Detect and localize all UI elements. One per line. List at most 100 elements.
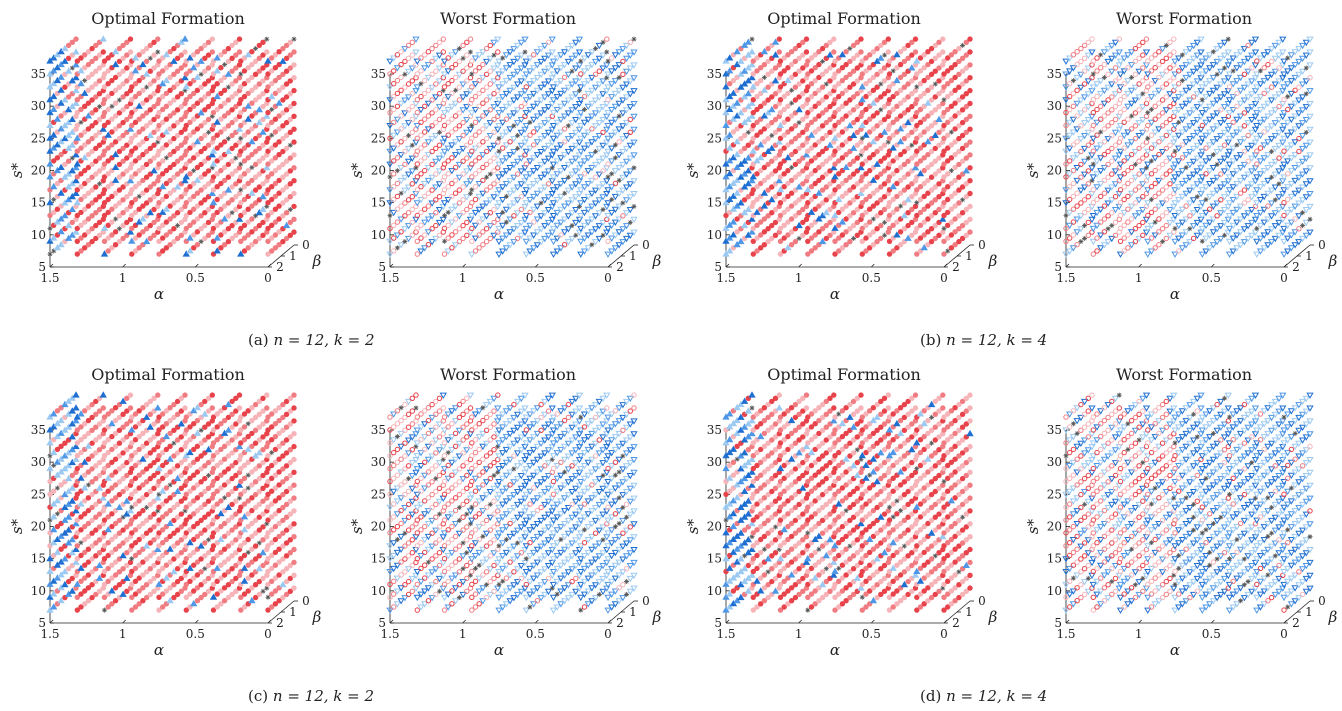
point-circle <box>194 190 201 196</box>
point-circle <box>418 171 424 177</box>
point-circle <box>1148 171 1155 177</box>
point-circle <box>269 184 275 190</box>
point-circle <box>276 190 282 196</box>
point-circle <box>394 155 401 161</box>
point-circle <box>1292 216 1298 222</box>
point-triangle <box>111 150 120 158</box>
point-circle <box>894 193 900 200</box>
point-triangle <box>224 186 233 193</box>
point-circle <box>843 139 849 145</box>
point-circle <box>124 65 130 71</box>
point-circle <box>129 148 135 154</box>
point-triangle <box>72 189 80 196</box>
point-circle <box>143 110 150 116</box>
point-circle <box>959 55 966 61</box>
point-triangle <box>213 118 221 125</box>
point-triangle <box>237 250 245 257</box>
point-circle <box>464 155 470 161</box>
point-circle <box>518 194 524 200</box>
point-circle <box>245 155 251 161</box>
point-circle <box>858 49 864 55</box>
point-circle <box>82 65 88 71</box>
point-circle <box>156 225 162 232</box>
point-triangle <box>630 216 638 224</box>
point-circle <box>952 74 958 81</box>
point-triangle <box>64 67 73 74</box>
point-circle <box>761 100 768 106</box>
point-circle <box>183 187 190 193</box>
point-circle <box>1163 68 1170 74</box>
point-circle <box>800 232 806 239</box>
point-circle <box>843 190 849 196</box>
point-circle <box>839 77 846 84</box>
point-circle <box>402 161 408 168</box>
point-circle <box>772 116 779 123</box>
point-circle <box>140 87 146 94</box>
point-circle <box>491 155 497 161</box>
point-circle <box>105 55 111 61</box>
point-circle <box>238 109 244 116</box>
point-circle <box>758 77 764 84</box>
point-circle <box>89 45 95 52</box>
s-tick-label: 20 <box>707 164 722 178</box>
point-star <box>1172 225 1178 231</box>
point-circle <box>174 197 181 203</box>
point-circle <box>272 77 279 84</box>
point-circle <box>948 193 955 200</box>
point-circle <box>183 212 190 219</box>
point-circle <box>62 440 68 446</box>
point-circle <box>221 126 228 132</box>
panel-title: Worst Formation <box>440 9 576 28</box>
point-star <box>589 242 595 248</box>
point-triangle <box>111 47 120 55</box>
point-circle <box>171 97 177 103</box>
point-circle <box>1132 200 1139 206</box>
point-circle <box>1078 148 1084 155</box>
point-triangle <box>72 61 80 68</box>
point-circle <box>391 248 397 254</box>
point-circle <box>730 77 737 84</box>
point-circle <box>1190 94 1197 100</box>
point-circle <box>945 93 951 100</box>
point-circle <box>187 158 193 164</box>
point-circle <box>136 167 142 174</box>
point-circle <box>140 139 146 145</box>
point-circle <box>187 184 193 190</box>
point-triangle <box>1144 161 1152 168</box>
point-circle <box>105 248 111 254</box>
point-circle <box>218 77 224 84</box>
point-circle <box>1237 190 1244 196</box>
point-circle <box>283 184 290 190</box>
point-circle <box>129 212 135 219</box>
point-triangle <box>46 237 54 244</box>
point-circle <box>82 245 88 251</box>
point-circle <box>788 177 795 184</box>
point-circle <box>1234 103 1240 110</box>
point-circle <box>422 232 428 238</box>
point-circle <box>1167 142 1173 148</box>
point-circle <box>483 238 490 245</box>
point-circle <box>850 94 857 100</box>
point-circle <box>921 77 927 84</box>
point-circle <box>863 68 869 74</box>
point-circle <box>218 116 224 122</box>
point-triangle <box>57 73 65 80</box>
point-circle <box>171 84 177 90</box>
point-circle <box>140 49 146 55</box>
point-circle <box>750 238 756 245</box>
point-circle <box>151 65 157 71</box>
point-circle <box>265 200 271 206</box>
point-triangle <box>208 151 216 158</box>
point-star <box>238 161 244 167</box>
point-triangle <box>568 120 576 127</box>
point-circle <box>112 203 119 209</box>
s-tick-label: 10 <box>707 228 722 242</box>
point-circle <box>808 93 815 100</box>
point-circle <box>225 45 232 52</box>
point-circle <box>85 190 92 196</box>
point-circle <box>422 129 428 135</box>
point-circle <box>398 87 404 94</box>
point-circle <box>156 122 162 129</box>
point-circle <box>850 210 857 216</box>
point-circle <box>1074 203 1080 209</box>
